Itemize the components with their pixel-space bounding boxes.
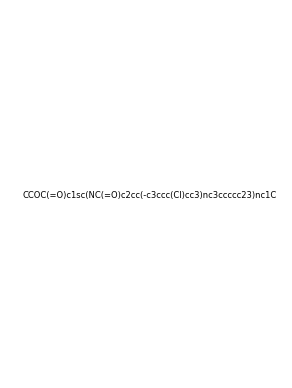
Text: CCOC(=O)c1sc(NC(=O)c2cc(-c3ccc(Cl)cc3)nc3ccccc23)nc1C: CCOC(=O)c1sc(NC(=O)c2cc(-c3ccc(Cl)cc3)nc…: [22, 191, 277, 201]
